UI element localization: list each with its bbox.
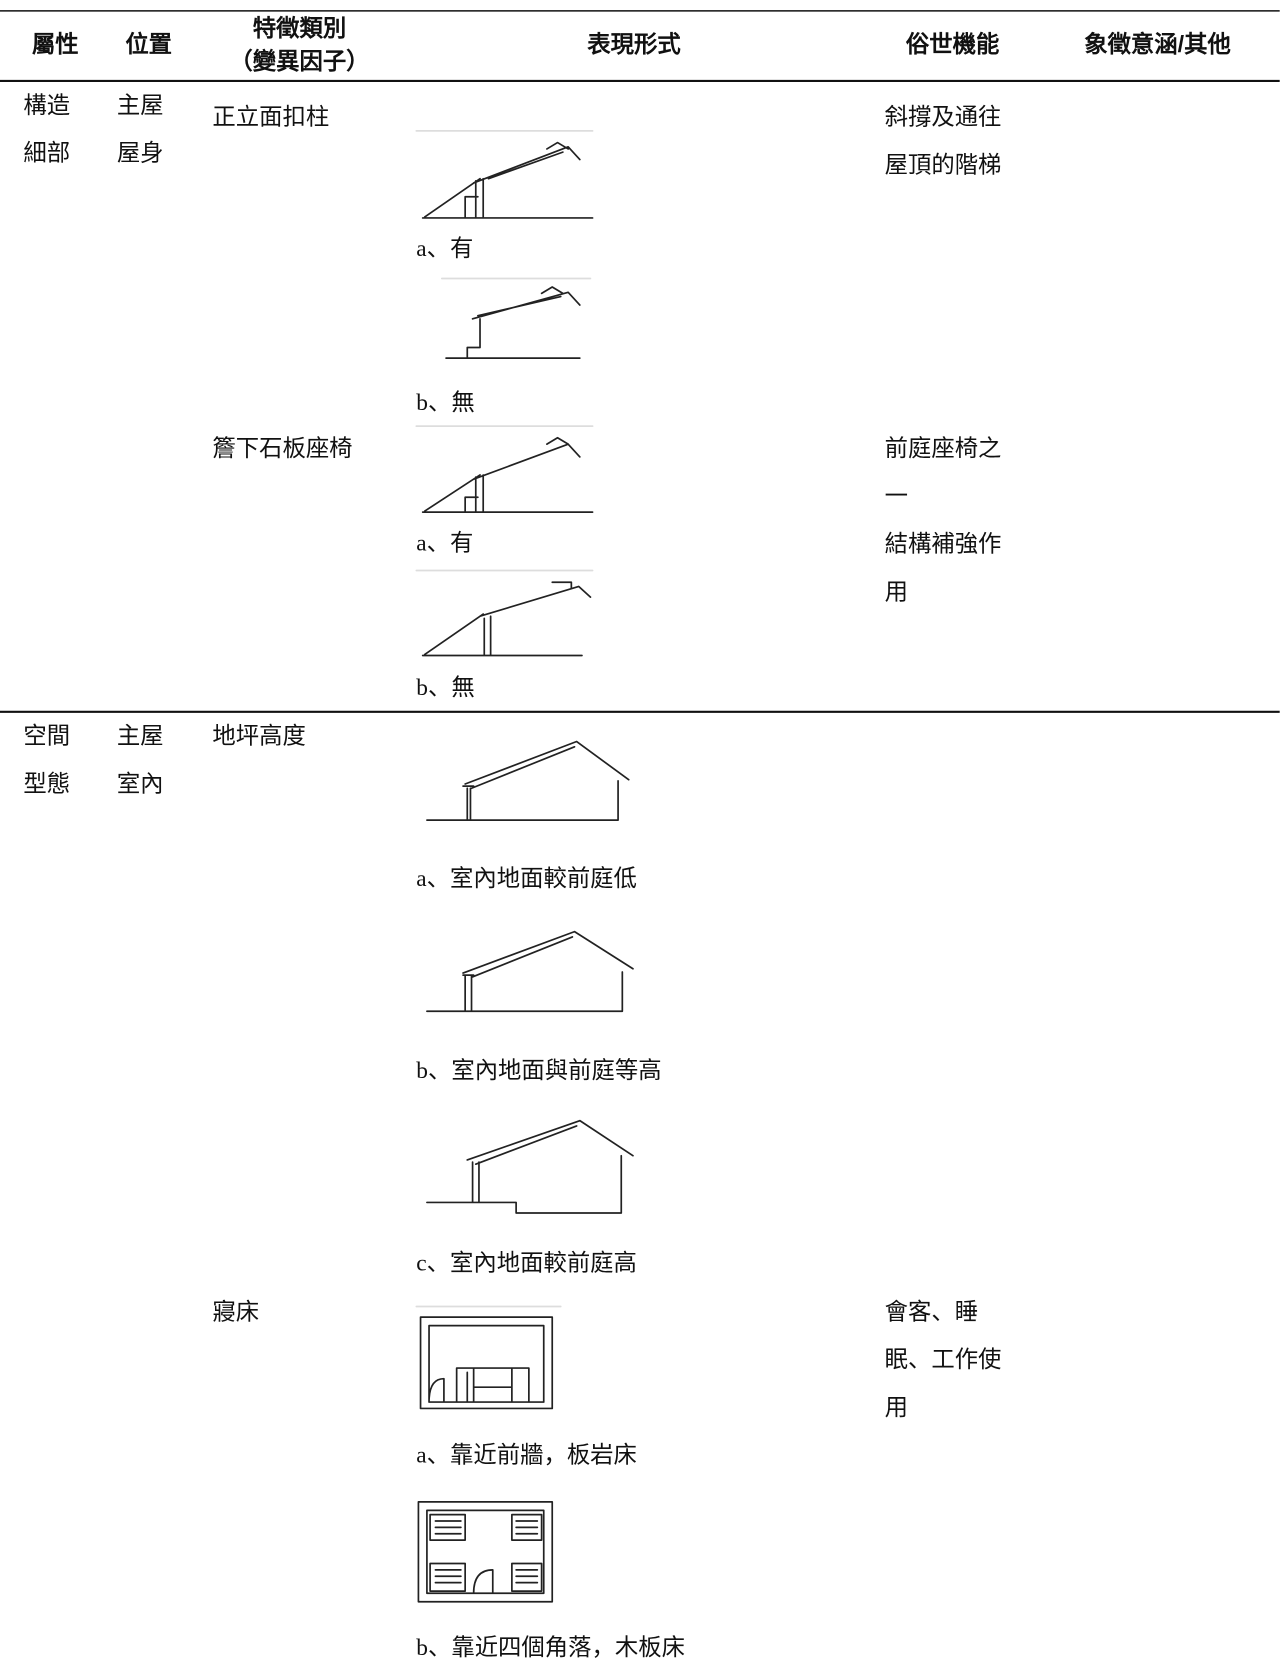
form-label: b、靠近四個角落，木板床 <box>416 1634 685 1661</box>
sketch <box>415 569 594 657</box>
sketch <box>426 740 630 821</box>
location: 屋身 <box>117 140 164 167</box>
function: 一 <box>885 484 908 510</box>
location: 室內 <box>117 770 164 797</box>
function: 用 <box>885 1395 908 1421</box>
attribute: 型態 <box>23 770 70 797</box>
function: 屋頂的階梯 <box>885 151 1002 178</box>
form-label: a、室內地面較前庭低 <box>416 865 637 892</box>
feature-name: 寢床 <box>212 1298 259 1325</box>
attribute: 空間 <box>23 723 70 750</box>
function: 前庭座椅之 <box>885 435 1002 462</box>
form-label: a、有 <box>416 529 473 556</box>
sketch <box>440 277 592 359</box>
function: 斜撐及通往 <box>885 104 1002 131</box>
column-header: 特徵類別 <box>253 15 346 41</box>
attribute: 構造 <box>23 92 70 119</box>
form-label: c、室內地面較前庭高 <box>416 1249 637 1276</box>
function: 眠、工作使 <box>885 1346 1002 1373</box>
function: 結構補強作 <box>885 530 1002 557</box>
column-header: 表現形式 <box>587 31 681 57</box>
form-label: a、有 <box>416 235 473 262</box>
form-label: a、靠近前牆，板岩床 <box>416 1442 637 1469</box>
sketch <box>426 1119 634 1214</box>
form-label: b、無 <box>416 674 474 701</box>
sketch <box>417 1501 554 1603</box>
location: 主屋 <box>117 723 164 750</box>
attribute: 細部 <box>23 140 70 167</box>
function: 會客、睡 <box>885 1298 978 1325</box>
column-header: 象徵意涵/其他 <box>1084 30 1231 57</box>
column-header: 位置 <box>125 30 172 57</box>
feature-name: 地坪高度 <box>212 723 305 750</box>
location: 主屋 <box>117 92 164 119</box>
sketch <box>415 130 594 219</box>
function: 用 <box>885 579 908 605</box>
sketch <box>415 1305 562 1410</box>
sketch <box>415 425 594 513</box>
feature-name: 簷下石板座椅 <box>212 435 352 462</box>
column-header: 屬性 <box>32 31 79 57</box>
column-header: 俗世機能 <box>906 30 999 57</box>
form-label: b、無 <box>416 389 474 416</box>
feature-name: 正立面扣柱 <box>212 104 329 131</box>
sketch <box>426 930 634 1013</box>
column-header: （變異因子） <box>229 47 369 74</box>
form-label: b、室內地面與前庭等高 <box>416 1057 661 1084</box>
